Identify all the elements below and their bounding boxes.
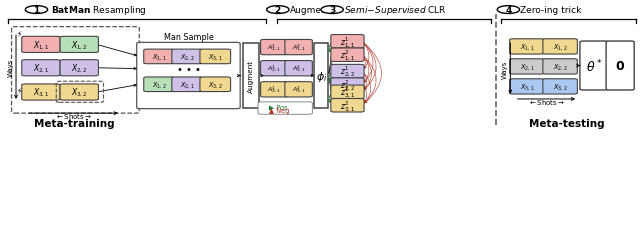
Text: ⚡: ⚡ (16, 86, 21, 95)
Text: $X_{2,2}$: $X_{2,2}$ (180, 52, 195, 62)
FancyBboxPatch shape (543, 40, 577, 55)
FancyBboxPatch shape (258, 102, 312, 115)
Text: Meta-training: Meta-training (34, 118, 115, 128)
Text: 2: 2 (275, 6, 281, 15)
FancyBboxPatch shape (285, 82, 312, 97)
FancyBboxPatch shape (331, 86, 364, 99)
FancyBboxPatch shape (144, 78, 174, 92)
Text: $\theta^*$: $\theta^*$ (586, 58, 602, 74)
Text: $X_{1,2}$: $X_{1,2}$ (71, 39, 88, 51)
Text: ⚡: ⚡ (16, 29, 21, 38)
Text: $\mathbf{0}$: $\mathbf{0}$ (615, 60, 625, 73)
Circle shape (26, 7, 47, 14)
Text: Man Sample: Man Sample (163, 33, 213, 42)
Text: $X_{3,1}$: $X_{3,1}$ (33, 86, 49, 99)
FancyBboxPatch shape (144, 50, 174, 64)
Text: 4: 4 (505, 6, 511, 15)
Bar (314, 44, 328, 108)
FancyBboxPatch shape (331, 49, 364, 62)
FancyBboxPatch shape (22, 85, 60, 101)
Circle shape (321, 7, 343, 14)
FancyBboxPatch shape (606, 42, 634, 91)
FancyBboxPatch shape (60, 60, 99, 76)
FancyBboxPatch shape (200, 50, 230, 64)
Text: $\leftarrow$Shots$\rightarrow$: $\leftarrow$Shots$\rightarrow$ (527, 98, 564, 107)
Text: ▲ Neg: ▲ Neg (269, 108, 289, 114)
FancyBboxPatch shape (509, 59, 544, 75)
Circle shape (267, 7, 289, 14)
Text: $X_{1,1}$: $X_{1,1}$ (33, 39, 49, 51)
Text: $X_{3,1}$: $X_{3,1}$ (208, 52, 223, 62)
Text: $z^1_{2,2}$: $z^1_{2,2}$ (340, 65, 355, 79)
Text: $X_{1,2}$: $X_{1,2}$ (152, 80, 166, 90)
FancyBboxPatch shape (509, 40, 544, 55)
FancyBboxPatch shape (580, 42, 608, 91)
FancyBboxPatch shape (260, 82, 288, 97)
Text: • • •: • • • (177, 64, 200, 74)
FancyBboxPatch shape (543, 79, 577, 94)
Text: ▶ Pos: ▶ Pos (269, 103, 287, 109)
Text: $X_{2,1}$: $X_{2,1}$ (180, 80, 195, 90)
FancyBboxPatch shape (285, 40, 312, 56)
FancyBboxPatch shape (60, 37, 99, 53)
Text: $z^2_{1,1}$: $z^2_{1,1}$ (340, 48, 355, 63)
Text: Meta-testing: Meta-testing (529, 118, 605, 128)
FancyBboxPatch shape (260, 61, 288, 76)
Text: $X_{3,2}$: $X_{3,2}$ (208, 80, 223, 90)
Text: $z^2_{2,2}$: $z^2_{2,2}$ (340, 78, 355, 92)
Text: Augment: Augment (248, 60, 254, 93)
Bar (243, 44, 259, 108)
FancyBboxPatch shape (331, 79, 364, 92)
FancyBboxPatch shape (331, 99, 364, 112)
FancyBboxPatch shape (22, 60, 60, 76)
Text: $X_{2,1}$: $X_{2,1}$ (520, 62, 534, 72)
Text: $\it{Semi\!-\!Supervised}$ CLR: $\it{Semi\!-\!Supervised}$ CLR (344, 4, 447, 17)
Circle shape (497, 7, 520, 14)
FancyBboxPatch shape (60, 85, 99, 101)
Text: 1: 1 (33, 6, 40, 15)
Text: $A^1_{3,1}$: $A^1_{3,1}$ (268, 85, 282, 95)
Text: $A^2_{2,1}$: $A^2_{2,1}$ (292, 64, 306, 74)
Text: $X_{1,1}$: $X_{1,1}$ (152, 52, 166, 62)
Text: Zero-ing trick: Zero-ing trick (520, 6, 581, 15)
Text: $z^2_{3,1}$: $z^2_{3,1}$ (340, 99, 355, 113)
Text: $\leftarrow$Shots$\rightarrow$: $\leftarrow$Shots$\rightarrow$ (55, 112, 92, 121)
FancyBboxPatch shape (22, 37, 60, 53)
Text: $z^1_{3,1}$: $z^1_{3,1}$ (340, 85, 355, 100)
Text: $z^1_{1,1}$: $z^1_{1,1}$ (340, 35, 355, 49)
Text: $X_{3,2}$: $X_{3,2}$ (553, 82, 568, 92)
FancyBboxPatch shape (137, 43, 240, 109)
Text: $X_{3,2}$: $X_{3,2}$ (71, 86, 88, 99)
FancyBboxPatch shape (285, 61, 312, 76)
Text: $\phi_i$: $\phi_i$ (316, 69, 327, 83)
Text: $X_{1,1}$: $X_{1,1}$ (520, 42, 534, 52)
Text: $A^2_{1,1}$: $A^2_{1,1}$ (292, 43, 306, 53)
Text: Ways: Ways (8, 59, 14, 77)
FancyBboxPatch shape (172, 50, 202, 64)
FancyBboxPatch shape (260, 40, 288, 56)
Text: $A^2_{3,1}$: $A^2_{3,1}$ (292, 85, 306, 95)
Text: $X_{2,2}$: $X_{2,2}$ (71, 62, 88, 74)
Text: $X_{2,2}$: $X_{2,2}$ (553, 62, 568, 72)
Text: $A^1_{2,1}$: $A^1_{2,1}$ (268, 64, 282, 74)
Text: $\mathbf{BatMan}$ Resampling: $\mathbf{BatMan}$ Resampling (51, 4, 146, 17)
Text: $A^1_{1,1}$: $A^1_{1,1}$ (268, 43, 282, 53)
FancyBboxPatch shape (172, 78, 202, 92)
FancyBboxPatch shape (509, 79, 544, 94)
Text: $X_{1,2}$: $X_{1,2}$ (553, 42, 568, 52)
FancyBboxPatch shape (543, 59, 577, 75)
FancyBboxPatch shape (331, 65, 364, 79)
Text: $X_{2,1}$: $X_{2,1}$ (33, 62, 49, 74)
FancyBboxPatch shape (331, 35, 364, 49)
Text: Ways: Ways (502, 60, 508, 78)
Text: 3: 3 (329, 6, 335, 15)
Text: $X_{3,1}$: $X_{3,1}$ (520, 82, 534, 92)
FancyBboxPatch shape (200, 78, 230, 92)
Text: Augment: Augment (290, 6, 332, 15)
